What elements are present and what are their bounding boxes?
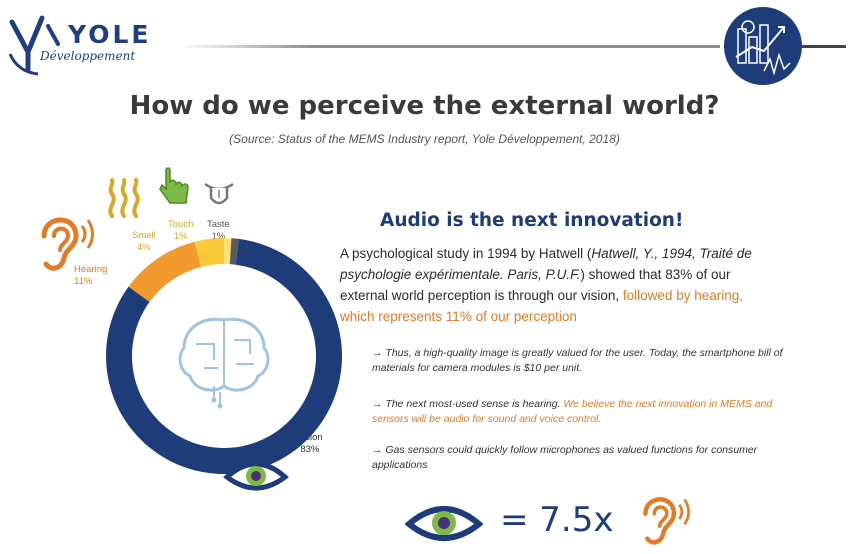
smell-value: 4% bbox=[137, 242, 151, 253]
para-text-a: A psychological study in 1994 by Hatwell… bbox=[340, 246, 592, 261]
study-paragraph: A psychological study in 1994 by Hatwell… bbox=[340, 243, 760, 327]
logo-subtitle: Développement bbox=[40, 49, 136, 63]
eye-icon bbox=[223, 461, 289, 491]
taste-value: 1% bbox=[211, 231, 226, 242]
bullet-hearing: → The next most-used sense is hearing. W… bbox=[372, 397, 802, 427]
equation-text: = 7.5x bbox=[500, 500, 614, 540]
bullet-camera: → Thus, a high-quality image is greatly … bbox=[372, 346, 802, 376]
slide-source: (Source: Status of the MEMS Industry rep… bbox=[229, 132, 620, 146]
senses-donut-chart bbox=[106, 238, 342, 474]
bullet-highlight: We believe the next innovation in MEMS a… bbox=[372, 398, 773, 425]
donut-segment-touch bbox=[224, 238, 232, 265]
vision-category: Vision bbox=[297, 432, 323, 443]
vision-value: 83% bbox=[300, 444, 320, 455]
header-divider bbox=[180, 45, 720, 48]
logo-wordmark: YOLE bbox=[68, 20, 152, 49]
yole-logo: YOLE Développement bbox=[0, 0, 180, 80]
smell-waves-icon bbox=[108, 178, 140, 218]
slide-title: How do we perceive the external world? bbox=[129, 91, 720, 121]
para-text-b: ) showed that 83% of our external world … bbox=[340, 267, 731, 303]
bullet-text: → Gas sensors could quickly follow micro… bbox=[372, 444, 758, 471]
ear-icon bbox=[643, 497, 690, 545]
bullet-text: → Thus, a high-quality image is greatly … bbox=[372, 347, 783, 374]
header-divider-right bbox=[802, 45, 846, 48]
smell-category: Smell bbox=[132, 230, 156, 241]
section-heading: Audio is the next innovation! bbox=[380, 210, 684, 231]
touch-category: Touch bbox=[168, 219, 194, 230]
ear-icon bbox=[41, 217, 94, 271]
touch-label: Touch 1% bbox=[168, 219, 193, 243]
touch-value: 1% bbox=[173, 231, 188, 242]
hearing-value: 11% bbox=[74, 276, 93, 287]
para-highlight: followed by hearing, which represents 11… bbox=[340, 288, 743, 324]
donut-segment-hearing bbox=[128, 241, 202, 302]
eye-icon bbox=[405, 506, 483, 541]
bullet-text: → The next most-used sense is hearing. bbox=[372, 398, 561, 410]
hand-icon bbox=[159, 167, 189, 204]
logo-mark-icon bbox=[8, 15, 60, 76]
donut-segment-smell bbox=[194, 238, 224, 267]
hearing-label: Hearing 11% bbox=[74, 264, 107, 288]
taste-category: Taste bbox=[207, 219, 230, 230]
para-citation: Hatwell, Y., 1994, Traité de psychologie… bbox=[340, 246, 752, 282]
donut-segment-taste bbox=[229, 238, 239, 265]
hearing-category: Hearing bbox=[74, 264, 108, 275]
smell-label: Smell 4% bbox=[132, 230, 156, 254]
brain-circuit-icon bbox=[178, 317, 270, 409]
taste-label: Taste 1% bbox=[207, 219, 230, 243]
bullet-gas-sensors: → Gas sensors could quickly follow micro… bbox=[372, 443, 802, 473]
chart-badge-icon bbox=[724, 7, 802, 85]
vision-label: Vision 83% bbox=[297, 432, 323, 456]
tongue-icon bbox=[204, 182, 234, 205]
